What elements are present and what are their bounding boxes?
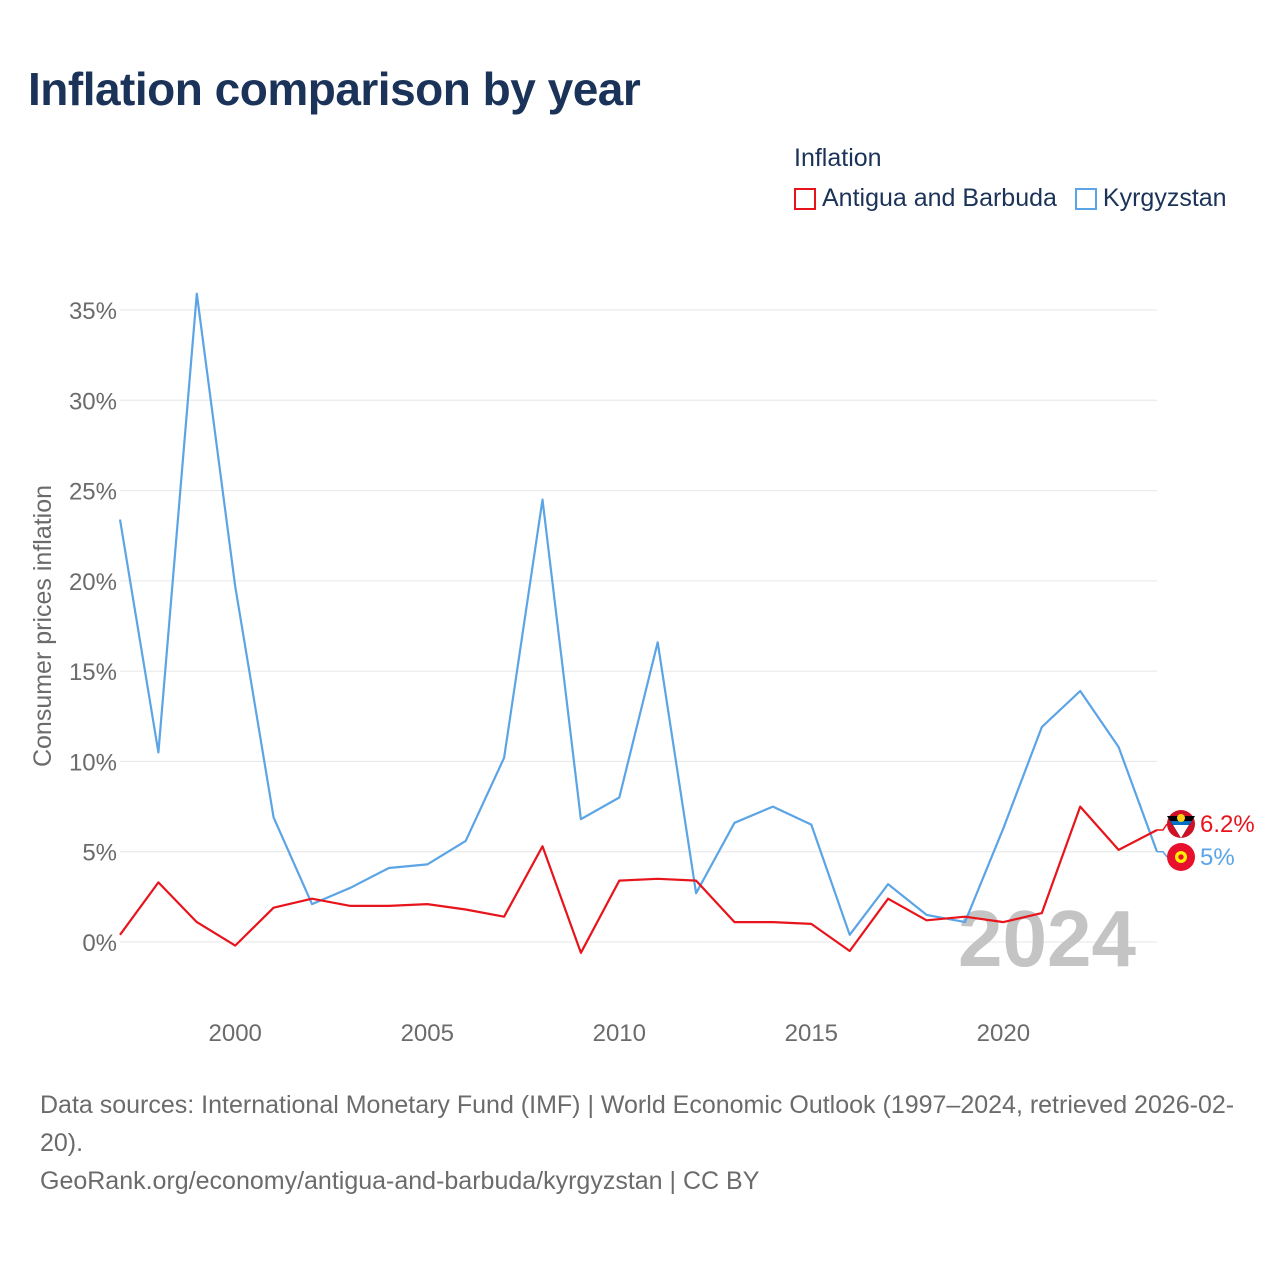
flag-tunduk (1177, 853, 1185, 861)
data-sources: Data sources: International Monetary Fun… (40, 1091, 1235, 1157)
y-tick-label-0: 0% (82, 930, 117, 957)
legend: Antigua and Barbuda Kyrgyzstan (794, 184, 1227, 213)
y-axis-title: Consumer prices inflation (29, 485, 57, 767)
legend-label-antigua-and-barbuda: Antigua and Barbuda (822, 184, 1057, 212)
y-tick-label-5: 5% (82, 840, 117, 867)
credit-link[interactable]: GeoRank.org/economy/antigua-and-barbuda/… (40, 1167, 760, 1195)
x-tick-label-2015: 2015 (785, 1020, 838, 1047)
x-tick-label-2020: 2020 (977, 1020, 1030, 1047)
y-tick-label-10: 10% (69, 749, 117, 776)
footer: Data sources: International Monetary Fun… (40, 1086, 1250, 1200)
legend-item-antigua-and-barbuda[interactable]: Antigua and Barbuda (794, 184, 1057, 213)
x-tick-label-2000: 2000 (209, 1020, 262, 1047)
legend-item-kyrgyzstan[interactable]: Kyrgyzstan (1074, 184, 1227, 213)
y-tick-label-20: 20% (69, 569, 117, 596)
legend-title: Inflation (794, 144, 882, 172)
y-tick-label-25: 25% (69, 479, 117, 506)
legend-label-kyrgyzstan: Kyrgyzstan (1102, 184, 1227, 212)
x-tick-label-2005: 2005 (401, 1020, 454, 1047)
end-label-antigua-and-barbuda: 6.2% (1200, 811, 1255, 838)
series-line-antigua-and-barbuda (119, 805, 1158, 954)
y-tick-label-15: 15% (69, 659, 117, 686)
legend-swatch-antigua-and-barbuda (794, 187, 816, 210)
chart-title: Inflation comparison by year (28, 63, 641, 115)
end-label-kyrgyzstan: 5% (1200, 844, 1235, 871)
y-tick-label-30: 30% (69, 388, 117, 415)
x-tick-label-2010: 2010 (593, 1020, 646, 1047)
flag-stripe-blue (1170, 821, 1192, 825)
y-tick-label-35: 35% (69, 298, 117, 325)
leader-line-kyrgyzstan (1157, 850, 1168, 858)
series-line-kyrgyzstan (118, 292, 1159, 936)
flag-sun (1177, 814, 1185, 822)
year-watermark: 2024 (958, 894, 1136, 983)
flag-triangle-white (1173, 825, 1189, 838)
legend-swatch-kyrgyzstan (1074, 187, 1097, 210)
leader-line-antigua-and-barbuda (1157, 823, 1168, 831)
